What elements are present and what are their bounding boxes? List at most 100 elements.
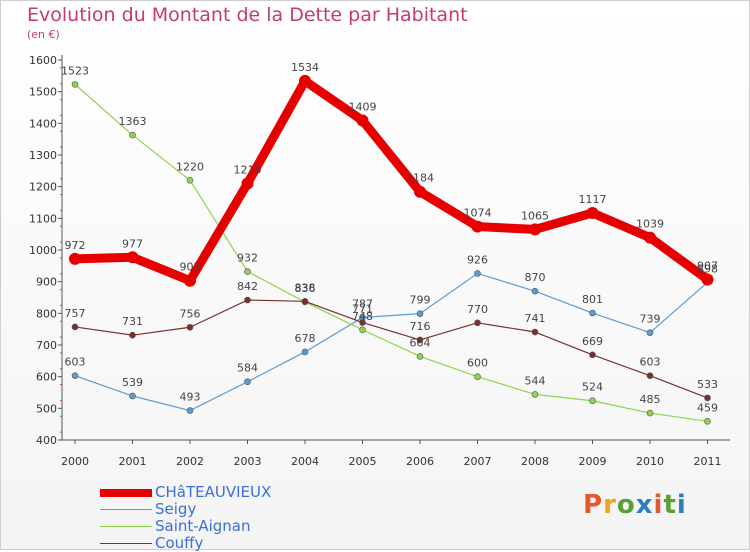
- data-label: 1065: [521, 209, 549, 222]
- y-tick-label: 1100: [29, 212, 57, 225]
- data-point: [416, 353, 424, 360]
- legend-item-saint-aignan[interactable]: Saint-Aignan: [100, 518, 271, 535]
- legend-swatch: [100, 543, 152, 544]
- x-tick-label: 2006: [406, 455, 434, 468]
- data-point: [299, 74, 311, 87]
- data-label: 842: [237, 280, 258, 293]
- x-tick-label: 2004: [291, 455, 319, 468]
- data-label: 799: [410, 294, 431, 307]
- data-point: [241, 177, 254, 190]
- data-point: [356, 114, 369, 127]
- chart-title: Evolution du Montant de la Dette par Hab…: [27, 4, 468, 26]
- x-tick-label: 2007: [464, 455, 492, 468]
- data-point: [414, 185, 426, 198]
- data-point: [186, 407, 194, 414]
- y-tick-label: 1400: [29, 117, 57, 130]
- data-label: 1184: [406, 172, 434, 185]
- x-tick-label: 2000: [61, 455, 89, 468]
- logo-letter: x: [635, 490, 654, 520]
- legend-label: Seigy: [155, 500, 197, 518]
- y-tick-label: 400: [36, 434, 57, 447]
- legend-item-seigy[interactable]: Seigy: [100, 501, 271, 518]
- legend: CHâTEAUVIEUX Seigy Saint-Aignan Couffy: [100, 484, 271, 552]
- data-label: 801: [582, 293, 603, 306]
- data-label: 787: [352, 297, 373, 310]
- data-label: 757: [65, 307, 86, 320]
- x-tick-label: 2002: [176, 455, 204, 468]
- series-line: [74, 272, 709, 412]
- y-tick-label: 700: [36, 339, 57, 352]
- data-label: 539: [122, 376, 143, 389]
- data-label: 903: [180, 261, 201, 274]
- data-label: 1210: [234, 164, 262, 177]
- series-line: [70, 76, 712, 286]
- series-line: [74, 299, 709, 399]
- y-tick-label: 1500: [29, 86, 57, 99]
- data-point: [704, 418, 711, 425]
- logo-letter: i: [653, 490, 664, 520]
- legend-label: Saint-Aignan: [155, 517, 251, 535]
- data-label: 485: [640, 393, 661, 406]
- data-label: 870: [525, 271, 546, 284]
- data-label: 600: [467, 357, 488, 370]
- data-label: 603: [640, 356, 661, 369]
- x-tick-label: 2003: [234, 455, 262, 468]
- data-label: 459: [697, 401, 718, 414]
- logo-letter: t: [663, 490, 677, 520]
- data-label: 770: [467, 303, 488, 316]
- legend-item-couffy[interactable]: Couffy: [100, 535, 271, 552]
- data-point: [71, 323, 79, 331]
- data-point: [529, 223, 541, 236]
- data-point: [301, 297, 309, 305]
- y-tick-label: 1000: [29, 244, 57, 257]
- data-label: 1409: [349, 100, 377, 113]
- data-label: 907: [697, 259, 718, 272]
- data-point: [586, 206, 599, 219]
- data-label: 1363: [119, 115, 147, 128]
- data-point: [301, 348, 309, 356]
- proxiti-logo[interactable]: Proxiti: [583, 490, 687, 520]
- data-point: [531, 391, 539, 398]
- y-tick-label: 1200: [29, 181, 57, 194]
- y-tick-label: 1600: [29, 54, 57, 67]
- data-point: [184, 274, 196, 287]
- data-label: 524: [582, 381, 603, 394]
- legend-label: CHâTEAUVIEUX: [155, 483, 272, 501]
- data-label: 1523: [61, 64, 89, 77]
- data-point: [244, 296, 251, 304]
- data-label: 584: [237, 362, 258, 375]
- data-point: [646, 329, 654, 336]
- data-label: 932: [237, 252, 258, 265]
- data-label: 741: [525, 312, 546, 325]
- logo-letter: r: [603, 490, 617, 520]
- data-label: 493: [180, 391, 201, 404]
- legend-item-chateauvieux[interactable]: CHâTEAUVIEUX: [100, 484, 271, 501]
- data-point: [69, 252, 81, 265]
- legend-swatch: [100, 526, 152, 527]
- data-label: 533: [697, 378, 718, 391]
- data-point: [474, 373, 481, 380]
- y-tick-label: 800: [36, 307, 57, 320]
- logo-letter: P: [583, 490, 604, 520]
- data-label: 678: [295, 332, 316, 345]
- data-point: [646, 409, 654, 417]
- data-point: [359, 319, 366, 326]
- x-tick-label: 2008: [521, 455, 549, 468]
- data-label: 669: [582, 335, 603, 348]
- data-label: 1074: [464, 207, 492, 220]
- data-point: [129, 131, 136, 139]
- y-tick-label: 900: [36, 276, 57, 289]
- x-tick-label: 2005: [349, 455, 377, 468]
- logo-letter: o: [616, 490, 636, 520]
- series-line: [74, 83, 709, 422]
- data-label: 603: [65, 356, 86, 369]
- data-label: 972: [65, 239, 86, 252]
- data-point: [416, 310, 424, 317]
- data-label: 544: [525, 374, 546, 387]
- data-label: 1220: [176, 160, 204, 173]
- data-point: [589, 309, 596, 317]
- data-point: [71, 372, 79, 380]
- logo-letter: i: [676, 490, 687, 520]
- data-label: 739: [640, 313, 661, 326]
